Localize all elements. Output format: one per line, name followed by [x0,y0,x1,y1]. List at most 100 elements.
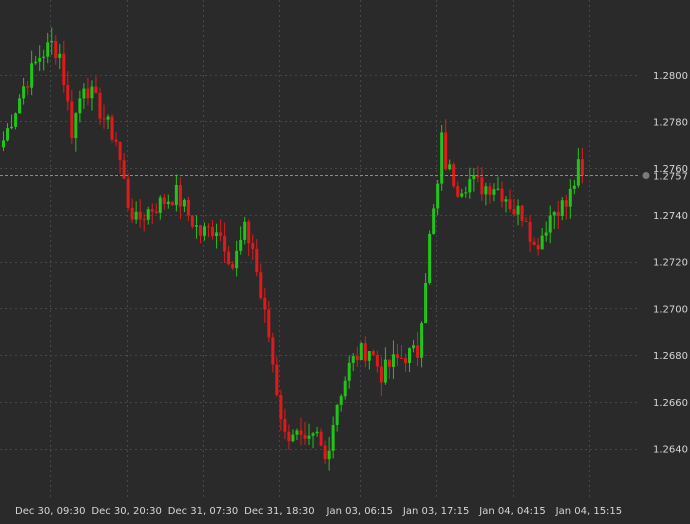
candle-94 [379,357,383,396]
y-tick-label-4: 1.2720 [653,258,688,269]
candle-110 [444,119,448,171]
candle-body-144 [580,159,584,176]
candle-body-127 [512,208,516,215]
candle-body-142 [572,185,576,189]
current-price-dot [642,172,650,179]
candle-body-106 [428,233,432,283]
candle-body-90 [363,343,367,361]
candle-59 [239,226,243,255]
candle-143 [576,148,580,189]
candle-4 [18,94,22,114]
candle-body-128 [516,205,520,215]
candle-body-67 [271,337,275,365]
candle-body-40 [162,197,166,205]
candle-body-81 [327,450,331,460]
candle-body-80 [323,445,327,460]
candle-body-122 [492,189,496,195]
candle-100 [404,353,407,372]
candle-31 [126,173,130,211]
candle-60 [243,216,247,245]
candle-123 [496,176,500,191]
candle-24 [98,87,102,126]
candle-body-116 [468,179,472,193]
candle-body-102 [412,345,416,349]
candle-body-77 [311,433,315,436]
candle-5 [22,77,26,105]
candle-body-1 [6,128,10,141]
y-tick-label-3: 1.2740 [653,211,688,222]
candle-body-51 [207,226,211,228]
candle-26 [106,114,110,130]
candle-121 [488,182,492,204]
candle-0 [2,131,5,152]
candle-139 [560,197,564,221]
candle-1 [6,123,10,142]
candle-135 [544,221,548,242]
candle-56 [227,245,231,266]
candle-138 [556,200,560,229]
candle-body-96 [387,359,391,367]
candle-body-59 [239,239,243,251]
candle-body-50 [203,226,206,236]
current-price-marker: 1.2757 [0,172,688,183]
candle-body-22 [90,86,94,99]
candle-body-66 [267,309,271,338]
candle-body-28 [114,139,118,142]
candle-body-139 [560,200,564,216]
candle-18 [74,112,78,152]
candle-30 [122,152,126,180]
candle-6 [26,81,30,96]
candle-body-117 [472,175,476,180]
candle-22 [90,80,94,111]
candle-body-86 [347,362,351,381]
candle-body-34 [138,211,142,220]
candle-body-78 [315,431,319,434]
y-tick-label-6: 1.2680 [653,351,688,362]
candle-115 [464,186,468,198]
candle-body-131 [528,222,532,242]
candle-body-52 [211,226,215,237]
candle-67 [271,332,275,373]
candle-120 [484,182,488,206]
candle-99 [399,345,403,359]
candle-body-30 [122,160,126,179]
candle-21 [86,77,90,106]
candle-body-29 [118,141,122,161]
candle-body-87 [351,355,355,363]
candle-body-46 [186,199,190,216]
candle-107 [432,203,436,235]
candle-body-103 [416,345,420,358]
candle-103 [416,331,420,367]
candle-body-108 [436,183,440,209]
candle-body-57 [231,264,235,269]
candle-106 [428,230,432,285]
candle-28 [114,132,118,147]
candle-98 [395,343,399,366]
candle-111 [448,159,452,171]
candle-body-101 [408,348,412,364]
candle-61 [247,219,251,257]
candle-body-41 [166,201,170,205]
candle-142 [572,179,576,195]
candle-body-38 [154,211,158,213]
candle-body-113 [456,186,460,197]
candle-body-100 [404,358,407,364]
candle-96 [387,359,391,379]
candle-body-17 [70,101,74,139]
candle-body-99 [399,357,403,359]
candle-144 [580,148,584,184]
candle-body-0 [2,140,5,148]
candle-65 [263,288,267,323]
candle-47 [190,215,194,229]
candle-95 [383,347,387,385]
candle-131 [528,215,532,252]
candle-129 [520,204,524,227]
candle-body-123 [496,188,500,190]
candle-body-105 [424,282,428,324]
candle-body-75 [303,434,307,439]
candle-51 [207,223,211,238]
candle-body-21 [86,88,90,99]
candle-body-143 [576,159,580,186]
